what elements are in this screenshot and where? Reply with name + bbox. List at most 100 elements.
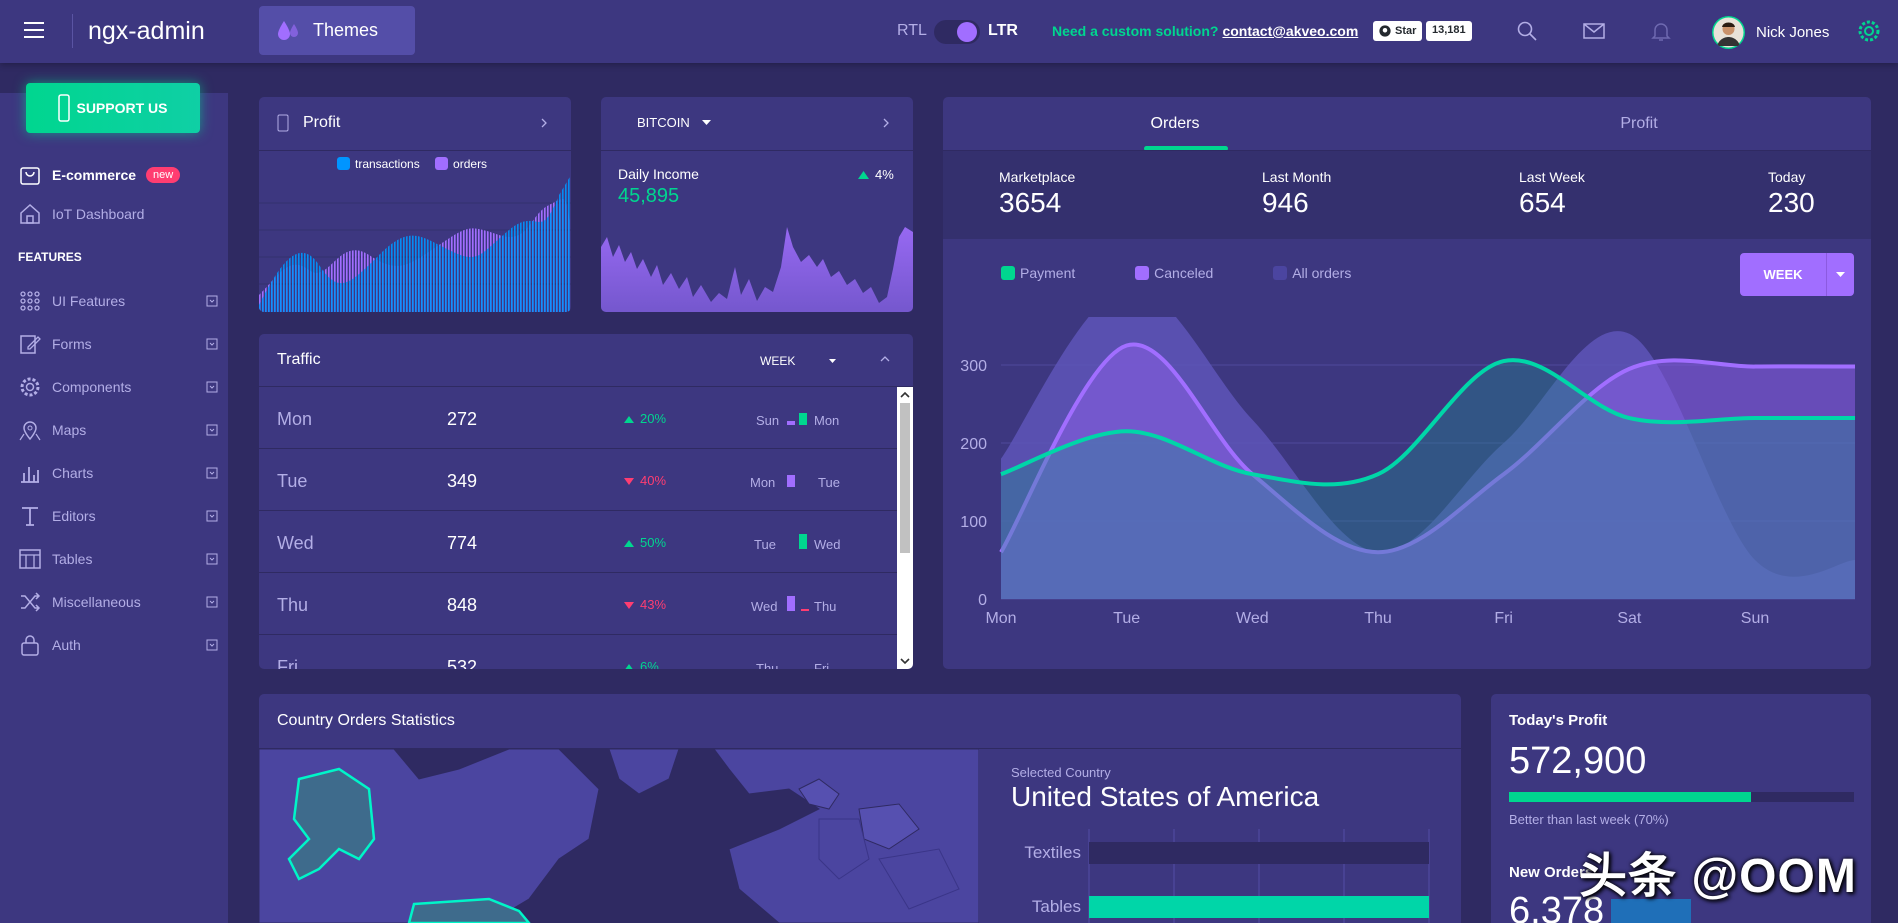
github-star-count[interactable]: 13,181 [1426, 21, 1472, 41]
compare-prev-day: Mon [750, 475, 776, 490]
stat-today-value: 230 [1768, 187, 1815, 218]
scroll-down-icon[interactable] [900, 657, 910, 665]
traffic-day: Wed [277, 533, 314, 553]
watermark-text: 头条 @OOM [1579, 850, 1857, 903]
sidebar-item-label: Maps [52, 422, 87, 438]
traffic-day: Fri [277, 657, 298, 669]
sidebar-item-auth[interactable]: Auth [18, 630, 218, 660]
chevron-right-icon[interactable] [881, 117, 891, 129]
themes-button[interactable]: Themes [259, 6, 415, 55]
mail-icon[interactable] [1583, 20, 1605, 42]
chevron-down-icon [1836, 272, 1845, 277]
gear-icon [20, 377, 40, 397]
orders-period-select[interactable]: WEEK [1740, 253, 1854, 296]
x-tick-label: Sun [1741, 610, 1769, 627]
tab-profit[interactable]: Profit [1407, 97, 1871, 150]
search-icon[interactable] [1516, 20, 1538, 42]
traffic-value: 349 [447, 471, 478, 491]
traffic-scrollbar[interactable] [897, 387, 913, 669]
github-star-button[interactable]: Star [1373, 21, 1423, 41]
sidebar-item-editors[interactable]: Editors [18, 501, 218, 531]
settings-gear-icon[interactable] [1857, 19, 1881, 43]
support-us-button[interactable]: SUPPORT US [26, 83, 200, 133]
sidebar-item-label: UI Features [52, 293, 126, 309]
phone-icon [58, 94, 71, 122]
sidebar-item-ui-features[interactable]: UI Features [18, 286, 218, 316]
traffic-row: Wed 774 50% Tue Wed [259, 511, 897, 573]
new-orders-label: New Orders [1509, 864, 1594, 881]
chevron-down-icon [701, 119, 711, 125]
traffic-day: Tue [277, 471, 308, 491]
compare-prev-day: Wed [751, 599, 778, 614]
collapse-icon[interactable] [879, 354, 891, 362]
orders-period-label: WEEK [1763, 267, 1803, 282]
select-divider [1826, 253, 1827, 296]
sidebar-item-tables[interactable]: Tables [18, 544, 218, 574]
y-tick-label: 100 [960, 514, 987, 531]
scroll-up-icon[interactable] [900, 391, 910, 399]
x-tick-label: Fri [1494, 610, 1513, 627]
map-pin-icon [19, 421, 41, 441]
github-icon [1379, 25, 1391, 37]
expand-icon [206, 467, 218, 479]
legend-swatch-all-orders [1273, 266, 1288, 280]
chevron-down-icon [829, 358, 837, 363]
expand-icon [206, 596, 218, 608]
traffic-day: Thu [277, 595, 309, 615]
chevron-right-icon[interactable] [539, 117, 549, 129]
legend-canceled: Canceled [1154, 265, 1214, 281]
sidebar-item-miscellaneous[interactable]: Miscellaneous [18, 587, 218, 617]
traffic-list[interactable]: Mon 272 20% Sun Mon Tue 349 40% Mon Tue We… [259, 387, 897, 669]
x-tick-label: Sat [1617, 610, 1642, 627]
daily-income-value: 45,895 [618, 185, 680, 207]
sidebar-item-label: Auth [52, 637, 81, 653]
sidebar-item-label: Tables [52, 551, 93, 567]
country-stats-title: Country Orders Statistics [277, 712, 455, 729]
legend-payment: Payment [1020, 265, 1076, 281]
profit-progress-track [1509, 792, 1854, 802]
cursor-overlay [1611, 899, 1691, 923]
legend-swatch-payment [1001, 266, 1015, 280]
scrollbar-thumb[interactable] [900, 403, 910, 553]
sidebar-item-iot-dashboard[interactable]: IoT Dashboard [18, 199, 218, 229]
sidebar-item-maps[interactable]: Maps [18, 415, 218, 445]
sidebar-item-label: Forms [52, 336, 92, 352]
contact-email-link[interactable]: contact@akveo.com [1222, 23, 1359, 39]
selected-country-name: United States of America [1011, 781, 1320, 812]
menu-toggle-icon[interactable] [22, 18, 46, 42]
legend-all-orders: All orders [1292, 265, 1352, 281]
bell-icon[interactable] [1650, 20, 1672, 42]
traffic-value: 848 [447, 595, 478, 615]
currency-label: BITCOIN [637, 115, 690, 130]
new-badge: new [146, 167, 181, 183]
direction-toggle[interactable] [934, 20, 980, 44]
bar-fill [1089, 896, 1429, 918]
sidebar-item-ecommerce[interactable]: E-commerce new [18, 160, 218, 190]
legend-swatch-canceled [1135, 266, 1150, 280]
custom-solution-text: Need a custom solution? contact@akveo.com [1052, 23, 1358, 39]
lock-icon [21, 635, 39, 656]
sidebar-item-label: IoT Dashboard [52, 206, 145, 222]
stat-last-week-label: Last Week [1519, 169, 1585, 185]
world-map[interactable] [259, 749, 979, 923]
stat-marketplace-label: Marketplace [999, 169, 1076, 185]
app-logo[interactable]: ngx-admin [88, 17, 205, 45]
user-avatar[interactable] [1712, 16, 1745, 49]
x-tick-label: Tue [1113, 610, 1140, 627]
shuffle-icon [21, 592, 41, 612]
traffic-period-select[interactable]: WEEK [760, 354, 837, 368]
home-icon [20, 203, 40, 224]
table-icon [19, 549, 41, 569]
user-name[interactable]: Nick Jones [1756, 24, 1830, 41]
today-profit-title: Today's Profit [1509, 712, 1608, 729]
sidebar-item-components[interactable]: Components [18, 372, 218, 402]
traffic-delta: 43% [624, 597, 666, 612]
tab-orders[interactable]: Orders [943, 97, 1407, 150]
profit-progress-fill [1509, 792, 1751, 802]
expand-icon [206, 510, 218, 522]
compare-cur-day: Mon [814, 413, 840, 428]
sidebar-item-forms[interactable]: Forms [18, 329, 218, 359]
tab-orders-label: Orders [1150, 114, 1200, 132]
sidebar-item-charts[interactable]: Charts [18, 458, 218, 488]
currency-select[interactable]: BITCOIN [637, 115, 711, 130]
